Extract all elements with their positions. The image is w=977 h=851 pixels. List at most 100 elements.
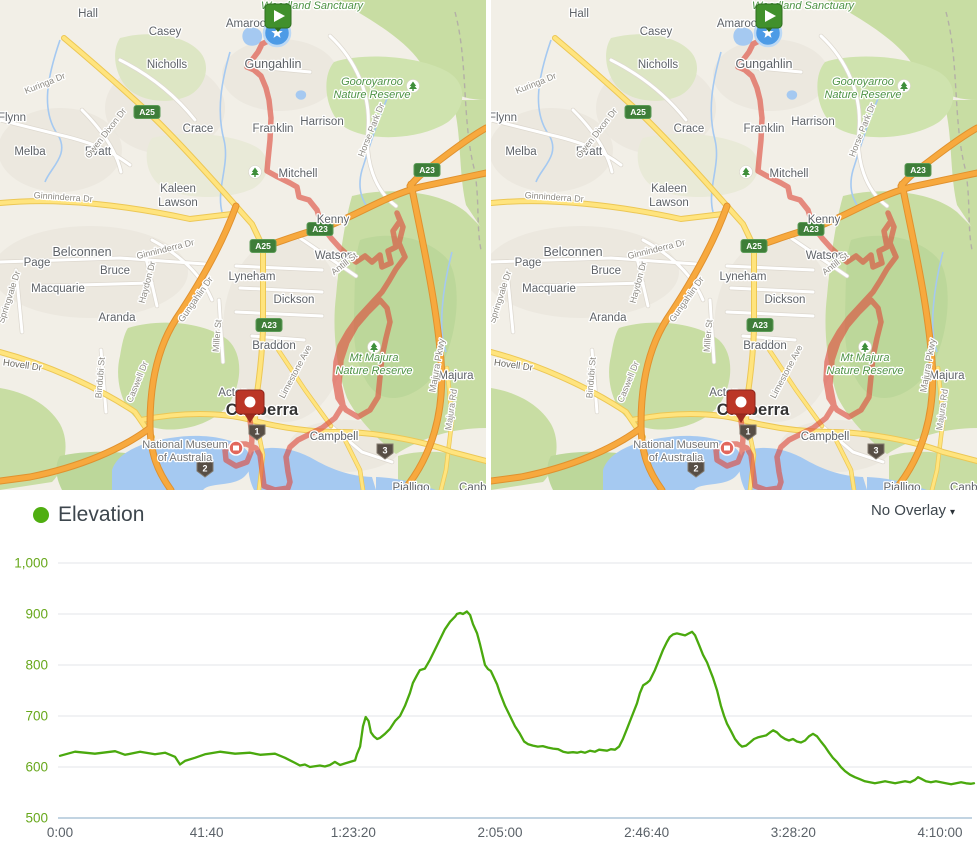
water-area <box>248 447 376 490</box>
yellow-road <box>630 412 977 463</box>
ythin-road <box>275 346 333 428</box>
highway-shield: A23 <box>413 163 441 177</box>
white-road <box>99 348 108 414</box>
highway-shield: A25 <box>740 239 768 253</box>
elevation-chart[interactable]: 1,000 900 800 700 600 500 0:00 41:40 1:23:20 2:05… <box>0 545 977 846</box>
map-label: Macquarie <box>522 283 576 295</box>
x-axis-label: 2:05:00 <box>477 825 522 840</box>
map-label: Aranda <box>589 312 627 324</box>
map-label: Bruce <box>100 265 130 277</box>
overlay-label: No Overlay <box>870 502 946 519</box>
map-label: Pialligo <box>883 482 920 490</box>
svg-text:A23: A23 <box>910 165 926 175</box>
map-label: Lawson <box>649 197 689 209</box>
map-label: Amaroo <box>226 18 266 30</box>
white-road <box>725 264 815 272</box>
white-road <box>298 236 358 278</box>
map-label: Dickson <box>274 294 315 306</box>
finish-pin-marker[interactable] <box>726 389 756 423</box>
map-label: Page <box>24 257 51 269</box>
map-canvas[interactable]: A25 A23 A25 A23 A23 1 2 3 Hall Casey Amaroo Nicholl… <box>0 0 486 490</box>
start-play-marker[interactable] <box>755 3 783 32</box>
ythin-road <box>930 366 945 490</box>
map-label: Lyneham <box>229 271 276 283</box>
elevation-legend: Elevation <box>33 503 144 527</box>
white-road <box>819 34 889 208</box>
map-label: Crace <box>183 123 214 135</box>
start-play-marker[interactable] <box>264 3 292 32</box>
map-label: Nature Reserve <box>826 365 903 377</box>
highway-shield: A25 <box>249 239 277 253</box>
water-area <box>295 90 307 100</box>
map-label: Campbell <box>801 431 850 443</box>
overlay-dropdown[interactable]: No Overlay ▾ <box>871 502 955 519</box>
museum-poi-icon[interactable] <box>719 440 735 456</box>
map-right[interactable]: A25 A23 A25 A23 A23 1 2 3 Hall Casey Amaroo Nicholl… <box>491 0 977 490</box>
white-road <box>491 256 698 266</box>
svg-text:A25: A25 <box>630 107 646 117</box>
museum-poi-icon[interactable] <box>228 440 244 456</box>
orange-road <box>491 425 644 484</box>
water-area <box>112 435 252 490</box>
map-label: Kaleen <box>651 183 687 195</box>
urban-area <box>714 238 838 422</box>
map-left[interactable]: A25 A23 A25 A23 A23 1 2 3 Hall Casey Amaroo Nicholl… <box>0 0 486 490</box>
finish-pin-marker[interactable] <box>235 389 265 423</box>
park-area <box>0 388 66 490</box>
maps-row: A25 A23 A25 A23 A23 1 2 3 Hall Casey Amaroo Nicholl… <box>0 0 977 490</box>
highway-shield: A25 <box>133 105 161 119</box>
caret-down-icon: ▾ <box>949 507 955 518</box>
svg-text:A23: A23 <box>752 320 768 330</box>
svg-text:3: 3 <box>382 446 387 456</box>
svg-text:A23: A23 <box>419 165 435 175</box>
urban-area <box>713 39 829 111</box>
map-label: Nicholls <box>638 59 679 71</box>
map-label: Watson <box>315 250 354 262</box>
map-label: Melba <box>14 146 46 158</box>
map-label: Majura <box>929 370 965 382</box>
highway-shield: A25 <box>624 105 652 119</box>
white-road <box>789 236 849 278</box>
white-road <box>725 310 815 318</box>
white-road <box>328 34 398 208</box>
tree-icon <box>367 340 381 354</box>
legend-row: Elevation No Overlay ▾ <box>0 490 977 545</box>
map-label: Harrison <box>300 116 343 128</box>
ythin-road <box>830 430 856 490</box>
x-axis-label: 41:40 <box>190 825 224 840</box>
map-label: Macquarie <box>31 283 85 295</box>
map-label: of Australia <box>158 452 213 464</box>
map-label: Miller St <box>211 319 224 353</box>
map-label: Lyneham <box>720 271 767 283</box>
map-label: Canbe <box>459 482 486 490</box>
svg-text:2: 2 <box>693 464 698 474</box>
map-label: Nature Reserve <box>335 365 412 377</box>
park-area <box>115 34 207 101</box>
white-road <box>708 298 716 364</box>
creek-line <box>535 39 554 183</box>
x-axis-label: 3:28:20 <box>771 825 816 840</box>
creek-line <box>850 91 882 209</box>
water-area <box>242 27 263 46</box>
svg-text:A25: A25 <box>139 107 155 117</box>
svg-text:A23: A23 <box>261 320 277 330</box>
route-number-shield: 2 <box>687 461 705 478</box>
map-label: Hall <box>78 8 98 20</box>
map-label: Majura <box>438 370 474 382</box>
white-road <box>505 268 515 334</box>
orange-road <box>892 181 936 490</box>
map-label: Kenny <box>317 214 350 226</box>
water-area <box>739 447 867 490</box>
white-road <box>217 298 225 364</box>
creek-line <box>359 91 391 209</box>
map-label: Kenny <box>808 214 841 226</box>
map-canvas[interactable]: A25 A23 A25 A23 A23 1 2 3 Hall Casey Amaroo Nicholl… <box>491 0 977 490</box>
white-road <box>150 238 214 302</box>
map-label: Nicholls <box>147 59 188 71</box>
tree-icon <box>739 165 753 179</box>
svg-text:A25: A25 <box>255 241 271 251</box>
map-label: Gungahlin <box>736 57 793 71</box>
x-axis-label: 4:10:00 <box>917 825 962 840</box>
map-label: Nature Reserve <box>333 89 410 101</box>
urban-area <box>491 226 679 318</box>
